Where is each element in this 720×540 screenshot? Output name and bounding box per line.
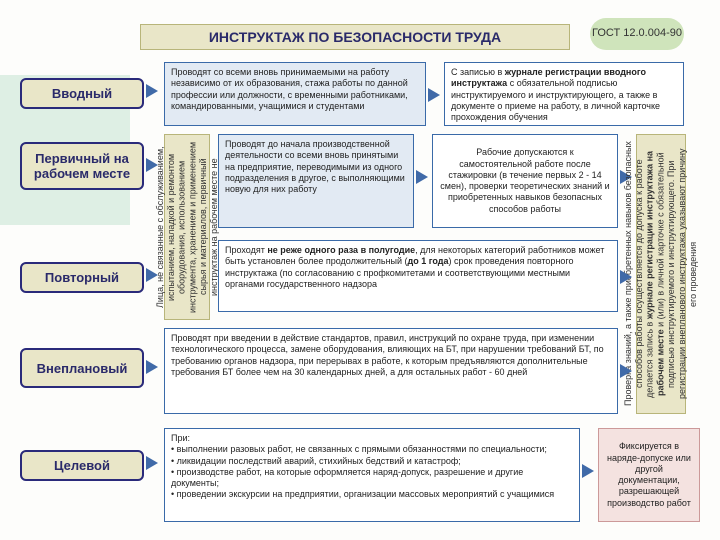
vertical-left-note: Лица, не связанные с обслуживанием, испы… [164, 134, 210, 320]
note-repeated: Проходят не реже одного раза в полугодие… [218, 240, 618, 312]
note-introductory: Проводят со всеми вновь принимаемыми на … [164, 62, 426, 126]
arrow-icon [582, 464, 594, 478]
standard-badge: ГОСТ 12.0.004-90 [590, 18, 684, 50]
note-unplanned: Проводят при введении в действие стандар… [164, 328, 618, 414]
note-targeted-record: Фиксируется в наряде-допуске или другой … [598, 428, 700, 522]
type-unplanned: Внеплановый [20, 348, 144, 388]
note-introductory-record: С записью в журнале регистрации вводного… [444, 62, 684, 126]
arrow-icon [428, 88, 440, 102]
type-repeated: Повторный [20, 262, 144, 293]
arrow-icon [146, 84, 158, 98]
arrow-icon [146, 360, 158, 374]
arrow-icon [146, 456, 158, 470]
note-primary-result: Рабочие допускаются к самостоятельной ра… [432, 134, 618, 228]
vertical-right-note: Проверка знаний, а также приобретенных н… [636, 134, 686, 414]
note-targeted: При: • выполнении разовых работ, не связ… [164, 428, 580, 522]
type-targeted: Целевой [20, 450, 144, 481]
arrow-icon [620, 270, 632, 284]
arrow-icon [620, 364, 632, 378]
type-primary: Первичный на рабочем месте [20, 142, 144, 190]
type-introductory: Вводный [20, 78, 144, 109]
note-primary: Проводят до начала производственной деят… [218, 134, 414, 228]
main-title: ИНСТРУКТАЖ ПО БЕЗОПАСНОСТИ ТРУДА [140, 24, 570, 50]
arrow-icon [416, 170, 428, 184]
